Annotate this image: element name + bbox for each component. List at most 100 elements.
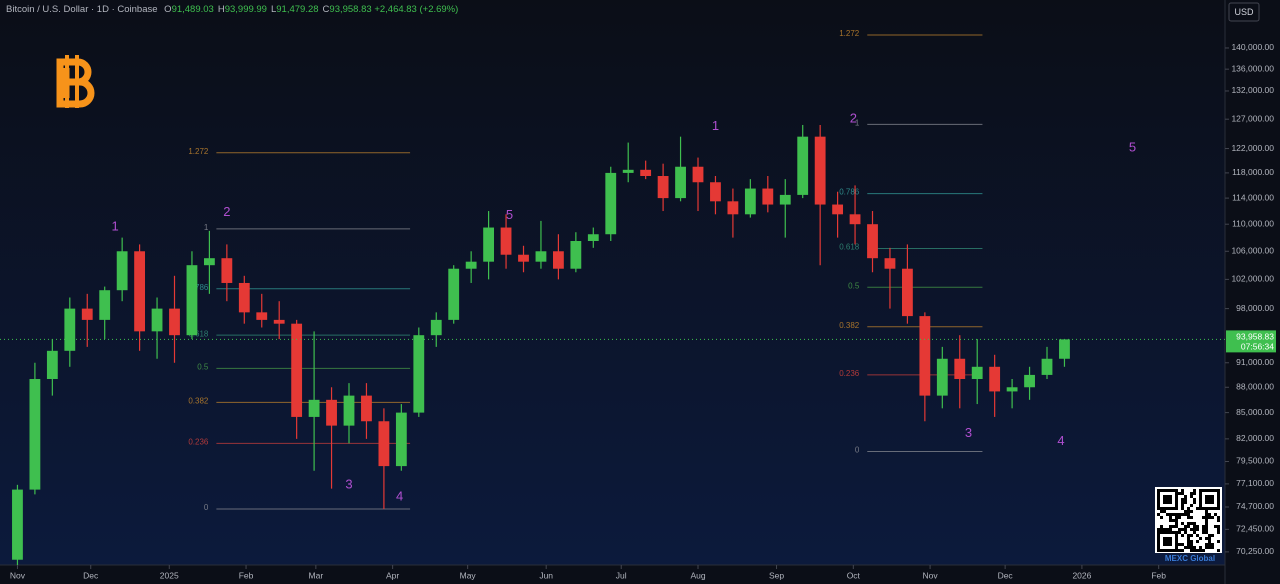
ohlc-key: H: [217, 4, 225, 15]
qr-module: [1163, 540, 1166, 543]
qr-module: [1199, 504, 1202, 507]
y-tick-label: 98,000.00: [1236, 303, 1274, 313]
wave-label: 4: [1057, 433, 1064, 448]
qr-module: [1205, 543, 1208, 546]
qr-module: [1211, 498, 1214, 501]
y-tick-label: 122,000.00: [1231, 143, 1274, 153]
qr-module: [1160, 549, 1163, 552]
qr-module: [1208, 534, 1211, 537]
candle-body: [832, 204, 844, 215]
candle-body: [378, 421, 390, 467]
countdown: 07:56:34: [1241, 342, 1274, 352]
qr-module: [1172, 489, 1175, 492]
qr-module: [1181, 507, 1184, 510]
qr-module: [1157, 534, 1160, 537]
qr-module: [1205, 513, 1208, 516]
qr-module: [1172, 507, 1175, 510]
fib-label: 1.272: [839, 29, 860, 38]
qr-module: [1199, 507, 1202, 510]
qr-module: [1208, 540, 1211, 543]
qr-module: [1169, 549, 1172, 552]
qr-module: [1175, 546, 1178, 549]
y-tick-label: 118,000.00: [1232, 167, 1274, 177]
y-tick-label: 140,000.00: [1231, 42, 1274, 52]
qr-module: [1190, 504, 1193, 507]
qr-module: [1163, 537, 1166, 540]
qr-module: [1217, 501, 1220, 504]
qr-code: [1155, 487, 1222, 553]
qr-module: [1157, 549, 1160, 552]
qr-module: [1214, 525, 1217, 528]
ohlc-key: C: [322, 4, 330, 15]
qr-module: [1169, 528, 1172, 531]
qr-module: [1172, 513, 1175, 516]
candle-body: [81, 308, 93, 320]
qr-module: [1166, 507, 1169, 510]
qr-module: [1157, 531, 1160, 534]
qr-module: [1187, 543, 1190, 546]
qr-module: [1217, 492, 1220, 495]
qr-module: [1175, 537, 1178, 540]
candle-body: [1041, 358, 1053, 375]
qr-module: [1208, 513, 1211, 516]
qr-module: [1172, 531, 1175, 534]
candle-body: [884, 258, 896, 269]
y-tick-label: 74,700.00: [1236, 501, 1274, 511]
qr-module: [1172, 519, 1175, 522]
qr-module: [1193, 528, 1196, 531]
qr-module: [1208, 546, 1211, 549]
candle-body: [361, 395, 372, 422]
currency: USD: [1234, 7, 1254, 17]
qr-module: [1184, 525, 1187, 528]
qr-module: [1184, 528, 1187, 531]
candle-body: [326, 399, 337, 426]
y-tick-label: 82,000.00: [1236, 433, 1274, 443]
candle-body: [116, 251, 128, 291]
qr-module: [1175, 504, 1178, 507]
x-tick-label: Nov: [923, 570, 939, 580]
qr-module: [1178, 543, 1181, 546]
fib-label: 0.5: [848, 281, 860, 290]
candle-body: [273, 319, 285, 324]
candle-body: [151, 308, 163, 332]
candle-body: [64, 308, 76, 351]
candle-body: [448, 268, 460, 320]
qr-module: [1175, 519, 1178, 522]
candle-body: [762, 188, 774, 205]
qr-module: [1205, 495, 1208, 498]
qr-module: [1187, 510, 1190, 513]
qr-module: [1205, 525, 1208, 528]
qr-module: [1163, 543, 1166, 546]
qr-module: [1190, 546, 1193, 549]
watermark: MEXC Global: [1165, 554, 1215, 563]
qr-module: [1205, 510, 1208, 513]
qr-module: [1157, 540, 1160, 543]
x-tick-label: Feb: [1151, 570, 1166, 580]
candle-body: [727, 201, 739, 215]
qr-module: [1211, 501, 1214, 504]
candle-body: [971, 366, 983, 380]
qr-module: [1205, 546, 1208, 549]
qr-module: [1205, 522, 1208, 525]
qr-module: [1178, 516, 1181, 519]
qr-module: [1169, 540, 1172, 543]
qr-module: [1190, 540, 1193, 543]
candle-body: [395, 412, 407, 467]
candle-body: [430, 319, 442, 336]
candle-body: [1006, 387, 1018, 392]
qr-module: [1211, 534, 1214, 537]
y-tick-label: 132,000.00: [1231, 85, 1274, 95]
qr-module: [1214, 507, 1217, 510]
qr-module: [1217, 489, 1220, 492]
qr-module: [1217, 525, 1220, 528]
wave-label: 2: [223, 204, 230, 219]
qr-module: [1202, 525, 1205, 528]
qr-module: [1214, 489, 1217, 492]
qr-module: [1190, 516, 1193, 519]
qr-module: [1157, 513, 1160, 516]
x-tick-label: Aug: [690, 570, 705, 580]
qr-module: [1190, 495, 1193, 498]
qr-module: [1187, 546, 1190, 549]
candle-body: [587, 234, 599, 242]
y-tick-label: 127,000.00: [1231, 113, 1274, 123]
